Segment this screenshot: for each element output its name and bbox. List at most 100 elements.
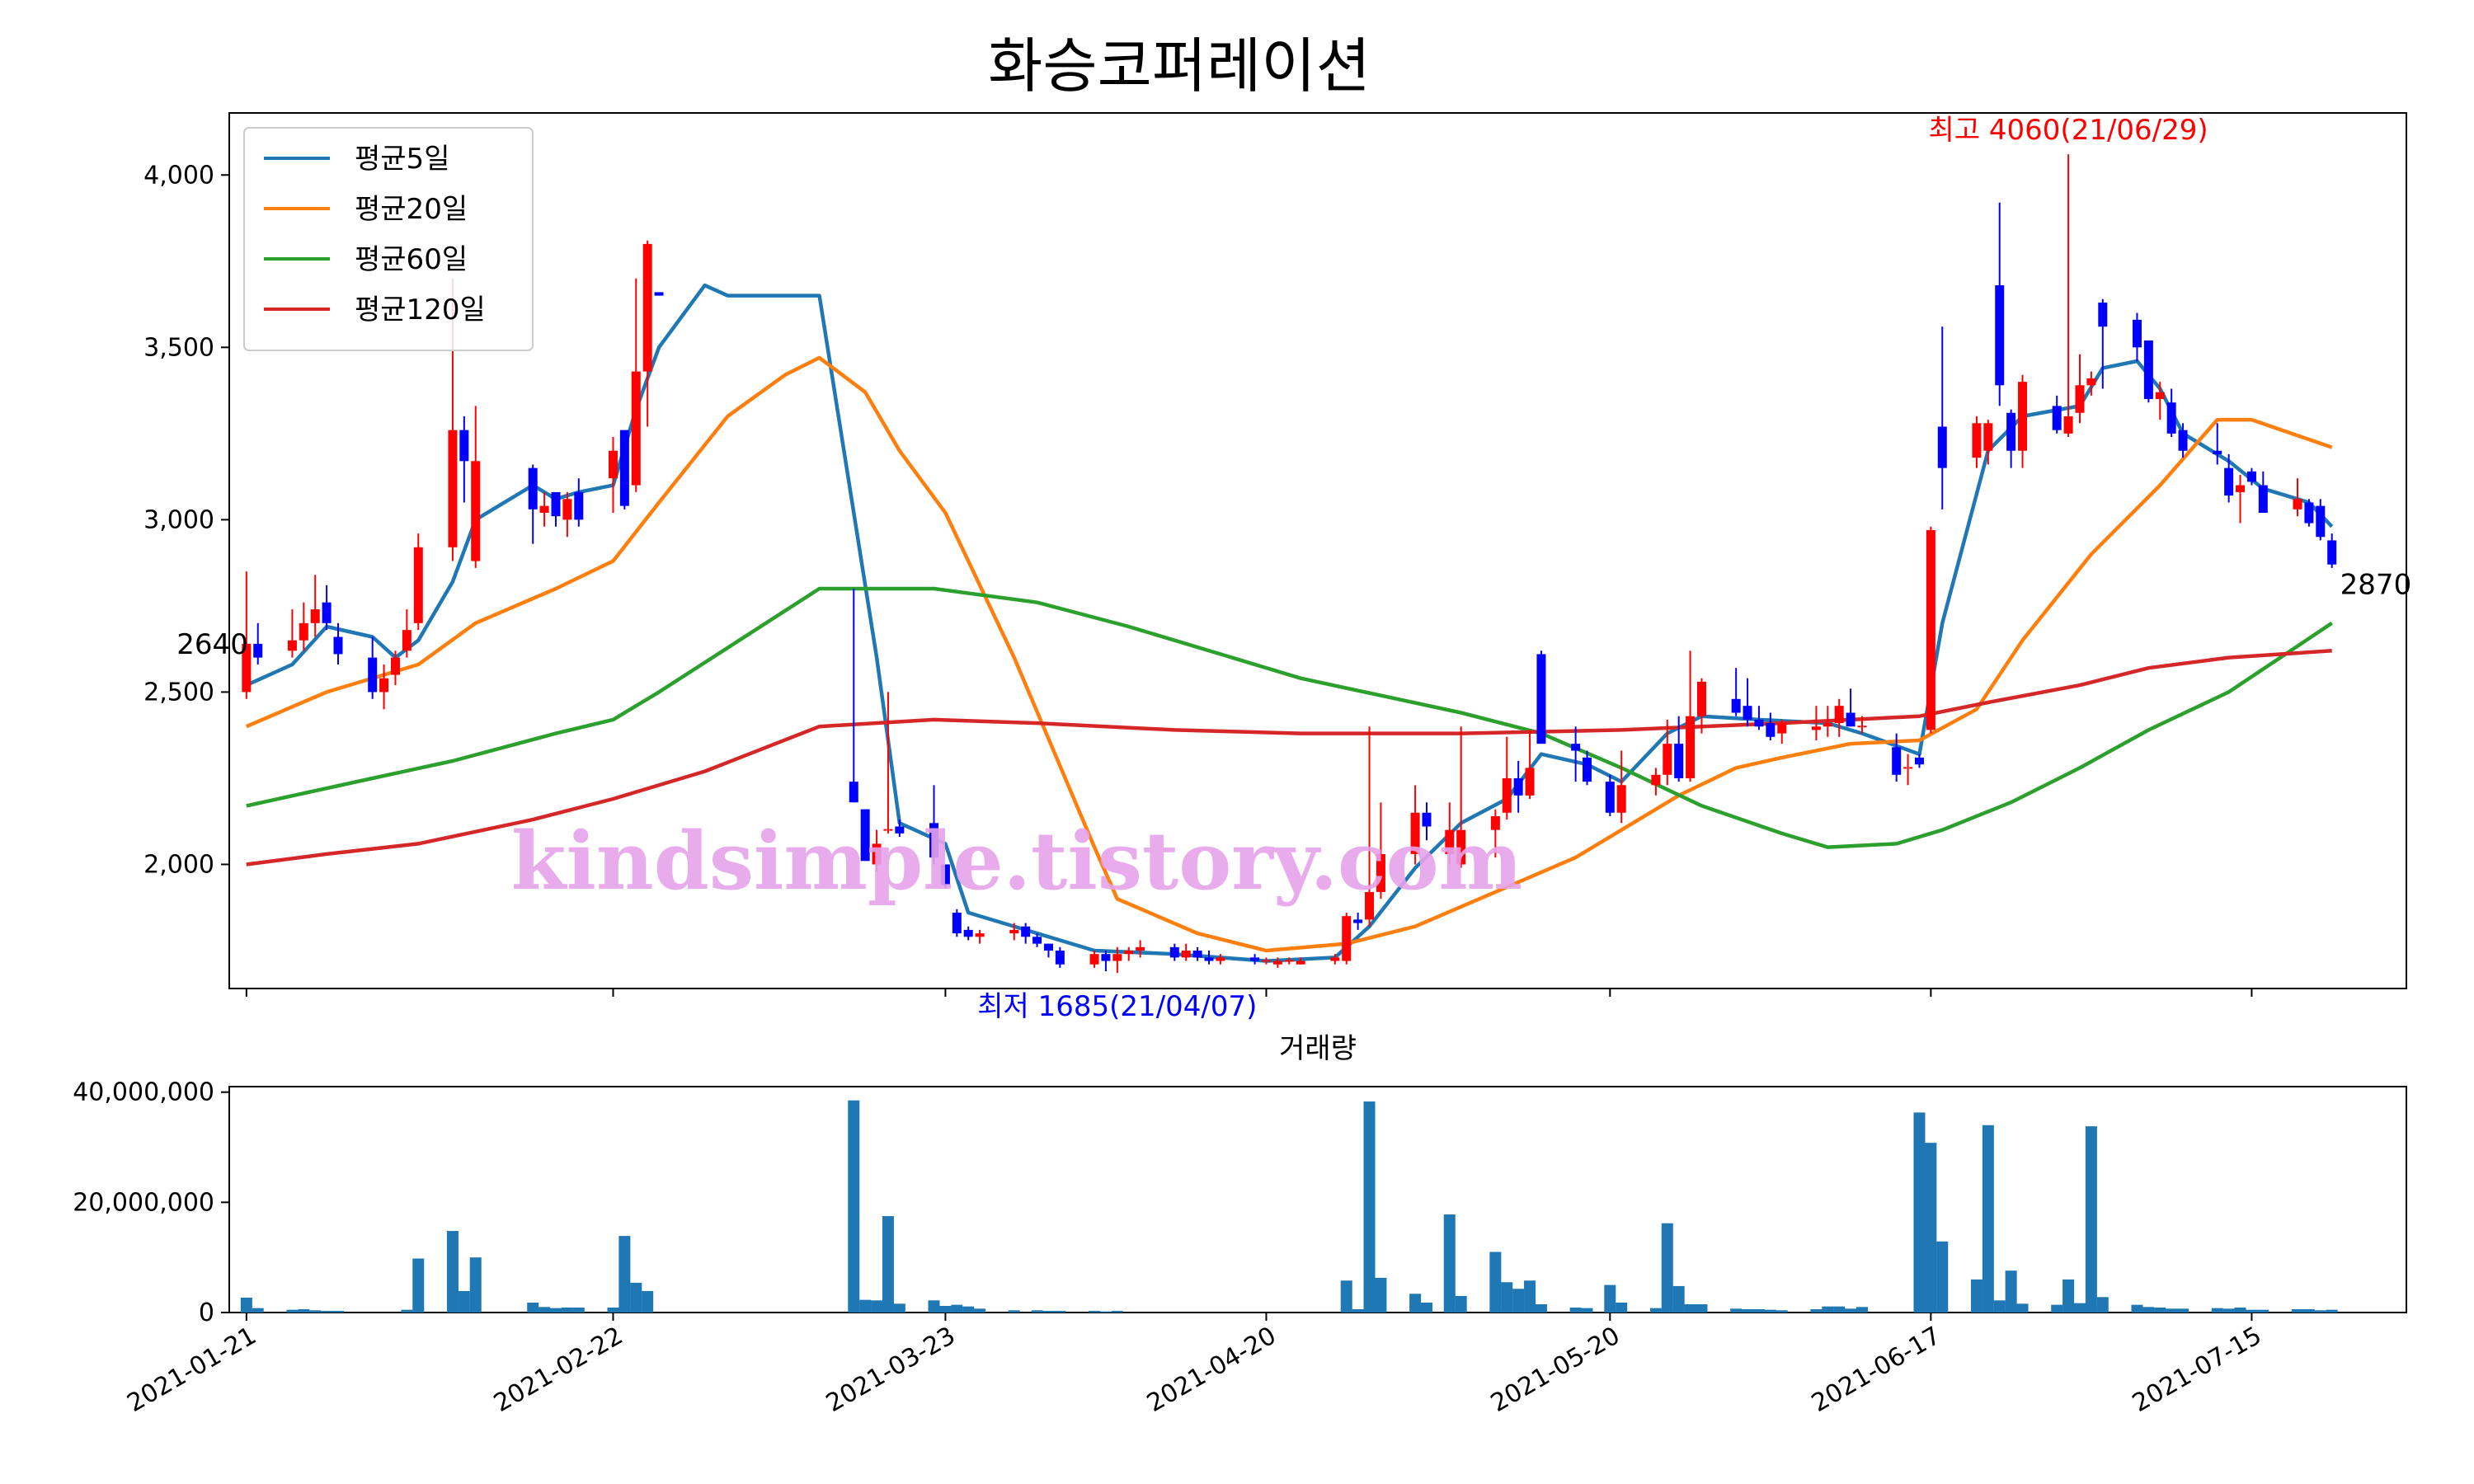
price-xticks: [245, 989, 2253, 997]
candle: [619, 430, 629, 510]
volume-bar: [2154, 1307, 2166, 1313]
volume-bar: [561, 1307, 573, 1313]
candle-body: [1811, 726, 1821, 730]
candle-body: [1456, 829, 1466, 865]
volume-title: 거래량: [1279, 1032, 1357, 1065]
price-ytick-label: 3,000: [143, 505, 214, 534]
candle: [1937, 326, 1947, 510]
candle: [1754, 706, 1764, 730]
candle: [1261, 957, 1271, 965]
candle-body: [963, 929, 973, 937]
candle: [2086, 371, 2096, 396]
candle-body: [2018, 382, 2028, 451]
candle: [952, 909, 962, 937]
candle: [2304, 499, 2314, 527]
volume-bar: [1501, 1282, 1513, 1313]
volume-bar: [401, 1309, 413, 1313]
candle: [1009, 923, 1019, 941]
volume-bar: [1764, 1309, 1776, 1313]
candle-body: [299, 622, 308, 641]
volume-bar: [1569, 1307, 1582, 1313]
volume-bar: [2257, 1309, 2269, 1313]
candle-body: [619, 430, 629, 506]
volume-bar: [607, 1307, 619, 1313]
candle: [2224, 453, 2234, 503]
candle: [2178, 423, 2188, 458]
volume-bar: [332, 1310, 344, 1313]
volume-bar: [2005, 1270, 2017, 1313]
candle-body: [1353, 919, 1363, 923]
candle-body: [1009, 929, 1019, 934]
candle-body: [1181, 951, 1191, 958]
volume-bar: [1833, 1306, 1846, 1313]
volume-ytick-label: 20,000,000: [73, 1188, 214, 1217]
candle: [2098, 298, 2108, 389]
candle-body: [1583, 757, 1592, 782]
candle-body: [1846, 712, 1856, 727]
volume-bar: [1982, 1125, 1994, 1313]
candle-body: [368, 657, 378, 693]
chart-title: 화승코퍼레이션: [988, 31, 1371, 101]
candle: [1445, 802, 1455, 865]
candle-body: [2304, 502, 2314, 524]
candle-body: [2246, 471, 2256, 482]
candle: [631, 278, 641, 492]
candle: [1124, 946, 1134, 961]
volume-bar: [572, 1307, 585, 1313]
candle-body: [631, 371, 641, 486]
volume-bar: [1936, 1241, 1949, 1313]
candle: [1743, 678, 1752, 727]
volume-xaxis: 2021-01-21 2021-02-22 2021-03-23 2021-04-20…: [122, 1313, 2266, 1418]
volume-bar: [859, 1299, 872, 1313]
volume-bar: [618, 1236, 631, 1313]
candle-body: [448, 430, 458, 547]
candle: [1914, 754, 1924, 768]
volume-bar: [309, 1310, 322, 1313]
volume-bar: [539, 1307, 551, 1313]
volume-bar: [286, 1309, 299, 1313]
candle: [368, 636, 378, 699]
volume-bar: [2326, 1309, 2338, 1313]
candle: [872, 829, 882, 871]
volume-bar: [642, 1290, 654, 1313]
candle-body: [2166, 402, 2176, 434]
last-close-label: 2870: [2340, 569, 2412, 602]
candle: [1490, 809, 1500, 858]
volume-bar: [1616, 1302, 1628, 1313]
candle-body: [1823, 723, 1832, 727]
high-annotation: 최고 4060(21/06/29): [1929, 114, 2208, 147]
candle-body: [310, 609, 320, 623]
candle-body: [1376, 853, 1385, 892]
volume-yaxis: 0 20,000,000 40,000,000: [73, 1078, 229, 1327]
volume-bar: [871, 1300, 883, 1313]
candle-body: [2006, 412, 2016, 451]
volume-bar: [2142, 1307, 2155, 1313]
candle-body: [2178, 430, 2188, 451]
candle: [895, 819, 905, 838]
candle-body: [1192, 951, 1202, 958]
candle-body: [1696, 681, 1706, 716]
ma60-line: [246, 586, 2333, 849]
legend-label-ma120: 평균120일: [355, 294, 486, 326]
volume-bar: [2314, 1310, 2326, 1313]
volume-bar: [951, 1304, 963, 1313]
candle: [1525, 730, 1535, 800]
candle-body: [2224, 467, 2234, 496]
volume-bar: [1822, 1306, 1834, 1313]
ma20-line: [245, 355, 2333, 953]
candle-body: [1330, 957, 1340, 961]
volume-bar: [298, 1308, 310, 1313]
volume-bar: [1604, 1284, 1616, 1313]
volume-bar: [1730, 1308, 1743, 1313]
candle-body: [1754, 719, 1764, 727]
candle: [2316, 499, 2326, 541]
volume-bar: [2292, 1308, 2303, 1313]
candle: [1272, 957, 1282, 968]
candle: [940, 864, 950, 889]
volume-bar: [1684, 1303, 1696, 1313]
candle: [1972, 416, 1982, 468]
volume-bar: [240, 1297, 252, 1313]
candle: [849, 588, 858, 803]
volume-bar: [1042, 1310, 1055, 1313]
volume-bar: [1111, 1310, 1123, 1313]
